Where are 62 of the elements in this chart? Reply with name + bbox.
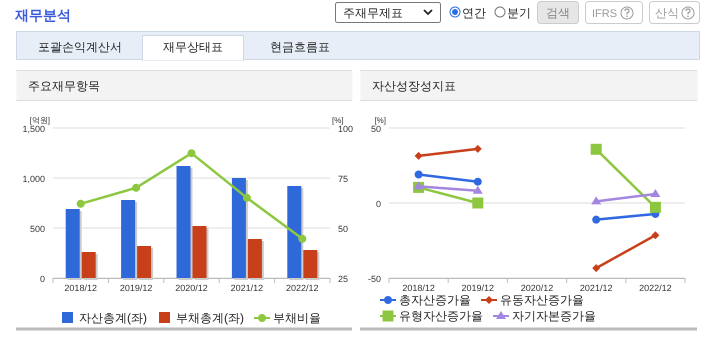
- x-tick-label: 2022/12: [639, 283, 672, 293]
- y2-tick-label: 100: [338, 124, 354, 134]
- point: [76, 200, 85, 208]
- y-axis-title: [%]: [374, 116, 386, 125]
- point: [592, 216, 600, 224]
- legend-label: 부채총계(좌): [176, 311, 244, 325]
- y-axis-title: [억원]: [30, 116, 50, 125]
- legend-label: 자기자본증가율: [512, 309, 596, 323]
- x-tick-label: 2022/12: [286, 283, 319, 293]
- point: [590, 144, 602, 155]
- text: 재무분석: [14, 7, 71, 23]
- point: [188, 149, 196, 158]
- chart-title: 주요재무항목: [28, 79, 100, 93]
- x-tick-label: 2021/12: [230, 283, 264, 293]
- y-tick-label: 1,000: [22, 174, 45, 184]
- y-tick-label: 1,500: [22, 124, 45, 134]
- text: 분기: [507, 6, 531, 20]
- text: 검색: [546, 6, 570, 20]
- x-tick-label: 2019/12: [462, 283, 494, 293]
- point: [414, 181, 424, 190]
- x-tick-label: 2020/12: [520, 283, 554, 293]
- text: 재무상태표: [163, 40, 223, 54]
- text: 포괄손익계산서: [38, 40, 122, 54]
- point: [472, 198, 484, 208]
- point: [650, 202, 661, 213]
- x-tick-label: 2021/12: [580, 283, 612, 293]
- text: 산식: [655, 6, 679, 20]
- point: [414, 170, 423, 178]
- point: [651, 231, 660, 240]
- legend-label: 유형자산증가율: [399, 309, 483, 323]
- point: [132, 184, 140, 192]
- x-tick-label: 2018/12: [402, 283, 435, 293]
- y-tick-label: -50: [368, 274, 381, 284]
- x-tick-label: 2018/12: [64, 283, 97, 293]
- text: IFRS: [592, 8, 618, 20]
- y2-axis-title: [%]: [332, 116, 344, 125]
- text: 주재무제표: [343, 6, 403, 20]
- point: [592, 264, 600, 272]
- y2-tick-label: 75: [338, 174, 348, 184]
- point: [298, 234, 306, 243]
- y-tick-label: 0: [376, 199, 381, 209]
- y-tick-label: 0: [40, 274, 45, 284]
- chart-title: 자산성장성지표: [372, 79, 456, 93]
- point: [474, 144, 482, 153]
- x-tick-label: 2020/12: [175, 283, 208, 293]
- legend-label: 자산총계(좌): [79, 311, 147, 325]
- legend-label: 총자산증가율: [399, 293, 471, 307]
- point: [472, 186, 483, 194]
- point: [650, 189, 660, 197]
- legend-label: 유동자산증가율: [500, 293, 584, 307]
- y-tick-label: 50: [370, 124, 381, 134]
- text: 현금흐름표: [270, 40, 330, 54]
- text: 연간: [462, 6, 486, 20]
- point: [242, 194, 251, 202]
- y-tick-label: 500: [30, 224, 45, 234]
- point: [591, 196, 602, 204]
- x-tick-label: 2019/12: [120, 283, 152, 293]
- point: [474, 178, 482, 186]
- legend-label: 부채비율: [273, 311, 321, 325]
- point: [414, 152, 423, 160]
- y2-tick-label: 50: [338, 224, 348, 234]
- y2-tick-label: 25: [338, 274, 348, 284]
